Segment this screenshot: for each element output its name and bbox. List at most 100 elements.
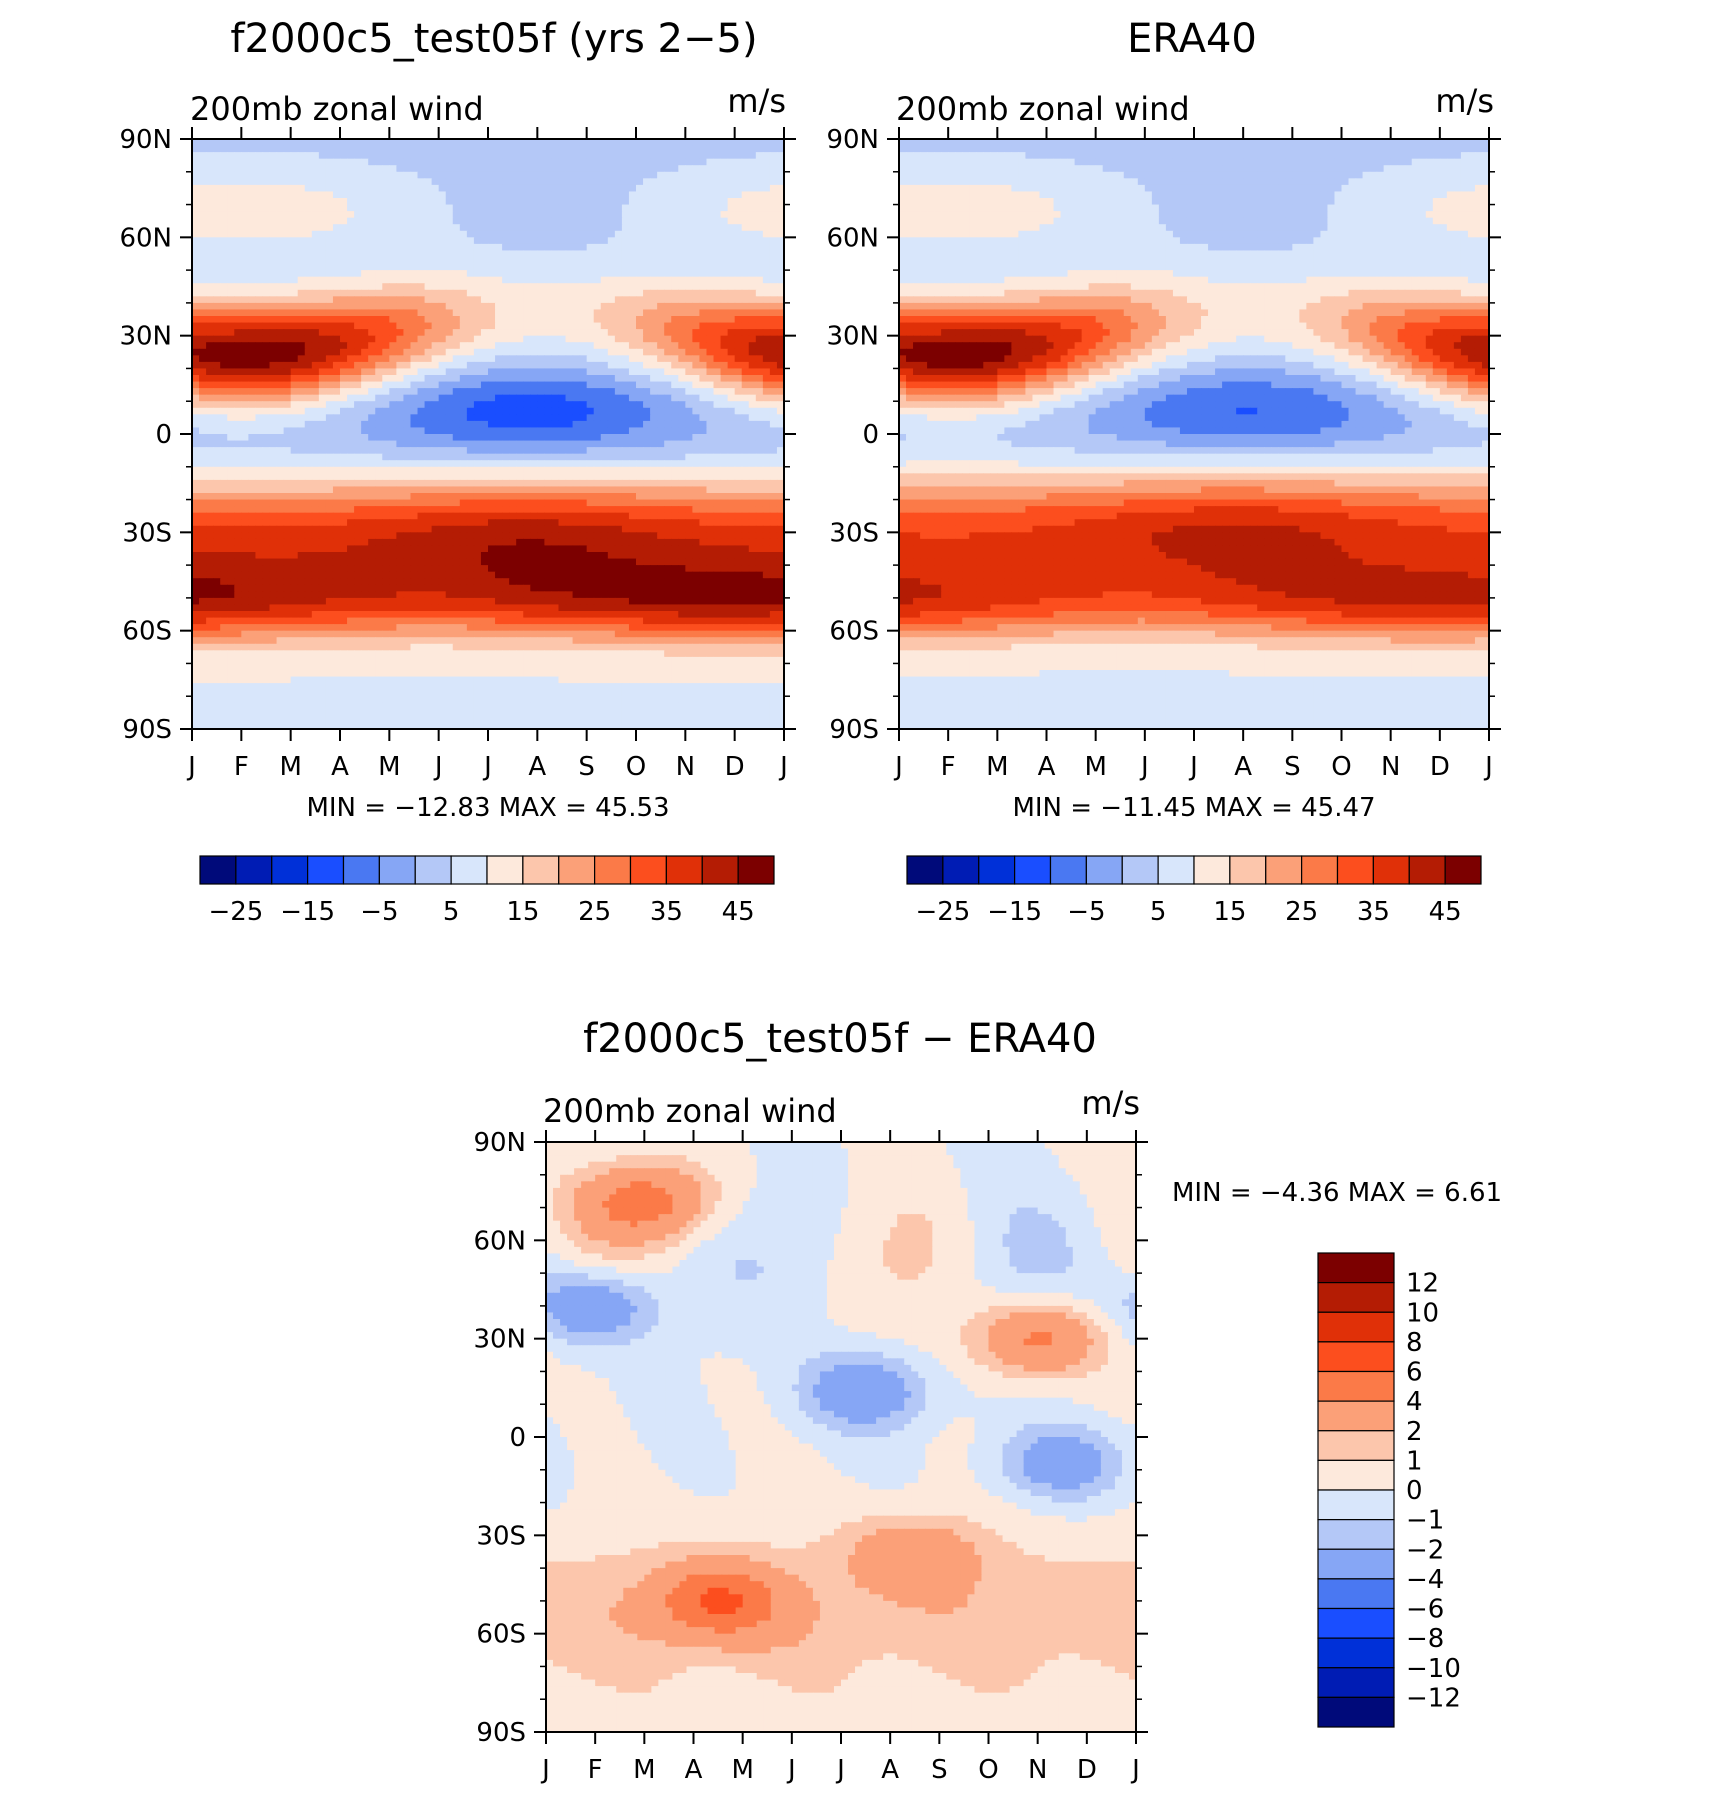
- heatmap-cell: [544, 139, 553, 147]
- heatmap-cell: [234, 270, 242, 278]
- heatmap-cell: [516, 394, 524, 402]
- heatmap-cell: [678, 479, 686, 488]
- heatmap-cell: [621, 198, 630, 206]
- heatmap-cell: [241, 204, 249, 212]
- heatmap-cell: [579, 506, 588, 514]
- heatmap-cell: [621, 152, 630, 160]
- heatmap-cell: [502, 375, 510, 383]
- heatmap-cell: [720, 224, 729, 232]
- heatmap-cell: [192, 434, 200, 442]
- heatmap-cell: [424, 420, 433, 429]
- heatmap-cell: [480, 499, 489, 507]
- heatmap-cell: [241, 355, 249, 363]
- heatmap-cell: [572, 375, 581, 383]
- heatmap-cell: [473, 309, 482, 317]
- heatmap-cell: [361, 316, 369, 324]
- heatmap-cell: [227, 257, 235, 265]
- heatmap-cell: [565, 473, 574, 481]
- heatmap-cell: [354, 322, 362, 330]
- heatmap-cell: [234, 276, 242, 284]
- heatmap-cell: [565, 302, 574, 311]
- heatmap-cell: [417, 427, 426, 435]
- heatmap-cell: [769, 440, 778, 448]
- heatmap-cell: [269, 368, 278, 376]
- heatmap-cell: [692, 355, 701, 363]
- heatmap-cell: [389, 191, 397, 199]
- heatmap-cell: [325, 329, 334, 337]
- heatmap-cell: [699, 165, 708, 173]
- heatmap-cell: [220, 493, 228, 501]
- heatmap-cell: [206, 322, 214, 330]
- heatmap-cell: [600, 499, 609, 507]
- heatmap-cell: [664, 139, 672, 147]
- heatmap-cell: [537, 309, 545, 317]
- heatmap-cell: [678, 217, 686, 225]
- heatmap-cell: [325, 276, 334, 284]
- heatmap-cell: [248, 263, 257, 271]
- heatmap-cell: [650, 270, 658, 278]
- heatmap-cell: [473, 211, 482, 219]
- heatmap-cell: [452, 473, 461, 481]
- heatmap-cell: [523, 499, 531, 507]
- heatmap-cell: [311, 296, 320, 304]
- heatmap-cell: [396, 139, 405, 147]
- heatmap-cell: [241, 486, 249, 494]
- heatmap-cell: [565, 309, 574, 317]
- heatmap-cell: [325, 447, 334, 455]
- heatmap-cell: [685, 361, 693, 370]
- heatmap-cell: [248, 178, 257, 186]
- heatmap-cell: [579, 184, 588, 193]
- heatmap-cell: [199, 230, 207, 238]
- heatmap-cell: [220, 198, 228, 206]
- heatmap-cell: [227, 230, 235, 238]
- heatmap-cell: [650, 184, 658, 193]
- heatmap-cell: [516, 322, 524, 330]
- heatmap-cell: [311, 217, 320, 225]
- heatmap-cell: [734, 230, 743, 238]
- heatmap-cell: [516, 211, 524, 219]
- heatmap-cell: [685, 499, 693, 507]
- heatmap-cell: [424, 427, 433, 435]
- heatmap-cell: [530, 519, 538, 527]
- heatmap-cell: [664, 427, 672, 435]
- heatmap-cell: [671, 519, 679, 527]
- heatmap-cell: [304, 473, 313, 481]
- heatmap-cell: [755, 243, 764, 252]
- heatmap-cell: [586, 296, 595, 304]
- heatmap-cell: [255, 184, 264, 193]
- heatmap-cell: [438, 361, 447, 370]
- heatmap-cell: [297, 178, 306, 186]
- heatmap-cell: [565, 486, 574, 494]
- heatmap-cell: [340, 316, 348, 324]
- heatmap-cell: [636, 145, 644, 153]
- heatmap-cell: [586, 243, 595, 252]
- heatmap-cell: [734, 427, 743, 435]
- heatmap-cell: [234, 329, 242, 337]
- heatmap-cell: [643, 342, 651, 350]
- heatmap-cell: [664, 158, 672, 166]
- heatmap-cell: [199, 198, 207, 206]
- heatmap-cell: [325, 499, 334, 507]
- heatmap-cell: [643, 375, 651, 383]
- heatmap-cell: [438, 211, 447, 219]
- heatmap-cell: [241, 289, 249, 297]
- heatmap-cell: [213, 211, 221, 219]
- heatmap-cell: [340, 361, 348, 370]
- heatmap-cell: [762, 401, 771, 409]
- heatmap-cell: [220, 270, 228, 278]
- heatmap-cell: [727, 381, 736, 389]
- heatmap-cell: [572, 263, 581, 271]
- heatmap-cell: [459, 473, 468, 481]
- heatmap-cell: [720, 171, 729, 179]
- heatmap-cell: [495, 479, 503, 488]
- heatmap-cell: [558, 401, 567, 409]
- heatmap-cell: [382, 427, 390, 435]
- heatmap-cell: [776, 348, 785, 356]
- heatmap-cell: [311, 342, 320, 350]
- heatmap-cell: [431, 525, 440, 533]
- heatmap-cell: [720, 361, 729, 370]
- heatmap-cell: [671, 237, 679, 245]
- heatmap-cell: [473, 499, 482, 507]
- heatmap-cell: [340, 401, 348, 409]
- heatmap-cell: [480, 250, 489, 258]
